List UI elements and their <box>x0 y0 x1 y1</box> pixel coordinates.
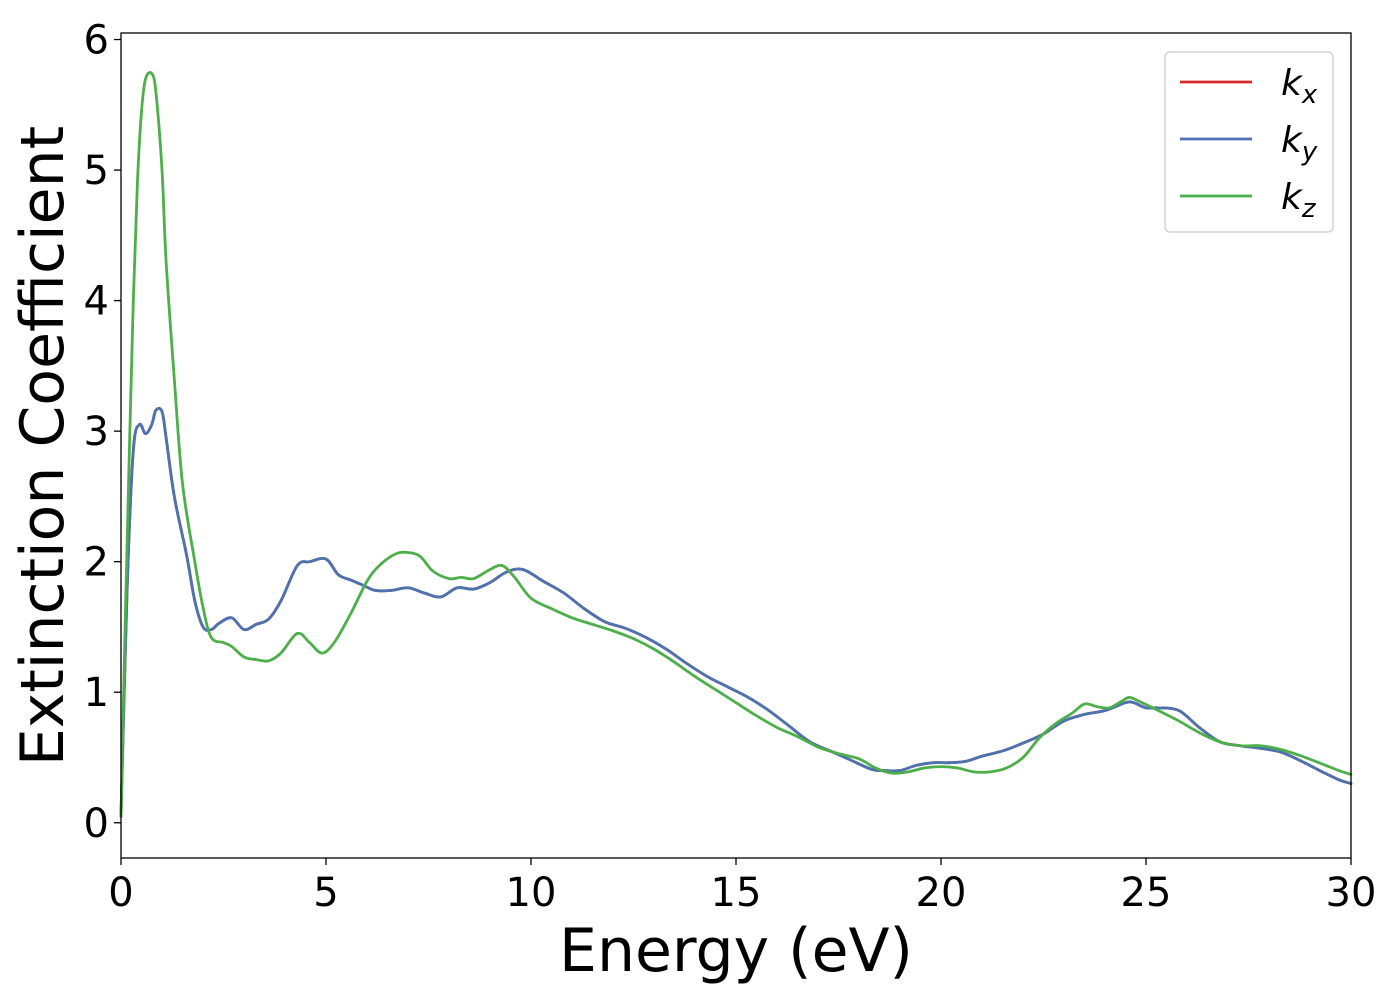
plot-frame <box>120 32 1352 859</box>
y-axis: 0 1 2 3 4 5 6 <box>84 18 121 847</box>
series-layer <box>119 71 1353 818</box>
x-tick-label: 10 <box>506 870 557 916</box>
legend-entries: kx ky kz <box>1180 63 1318 224</box>
y-tick-label: 5 <box>84 148 109 194</box>
y-tick-label: 4 <box>84 279 109 325</box>
x-axis-title: Energy (eV) <box>559 916 913 986</box>
y-tick-label: 2 <box>84 540 109 586</box>
legend-label: ky <box>1281 120 1318 167</box>
x-axis: 0 5 10 15 20 25 30 <box>108 858 1376 916</box>
y-axis-title: Extinction Coefficient <box>8 126 78 766</box>
y-tick-label: 1 <box>84 670 109 716</box>
series-ky-line <box>119 406 1353 818</box>
x-tick-label: 5 <box>313 870 338 916</box>
y-tick-label: 0 <box>84 801 109 847</box>
x-tick-label: 20 <box>916 870 967 916</box>
x-tick-label: 25 <box>1121 870 1172 916</box>
y-tick-label: 3 <box>84 409 109 455</box>
y-tick-label: 6 <box>84 18 109 64</box>
legend-label: kz <box>1281 177 1317 224</box>
legend-frame <box>1164 51 1334 233</box>
x-tick-label: 0 <box>108 870 133 916</box>
legend: kx ky kz <box>1164 51 1334 233</box>
plot-background <box>121 33 1351 858</box>
x-tick-label: 30 <box>1326 870 1377 916</box>
x-tick-label: 15 <box>711 870 762 916</box>
legend-label: kx <box>1281 63 1318 110</box>
series-kz-line <box>119 71 1353 818</box>
